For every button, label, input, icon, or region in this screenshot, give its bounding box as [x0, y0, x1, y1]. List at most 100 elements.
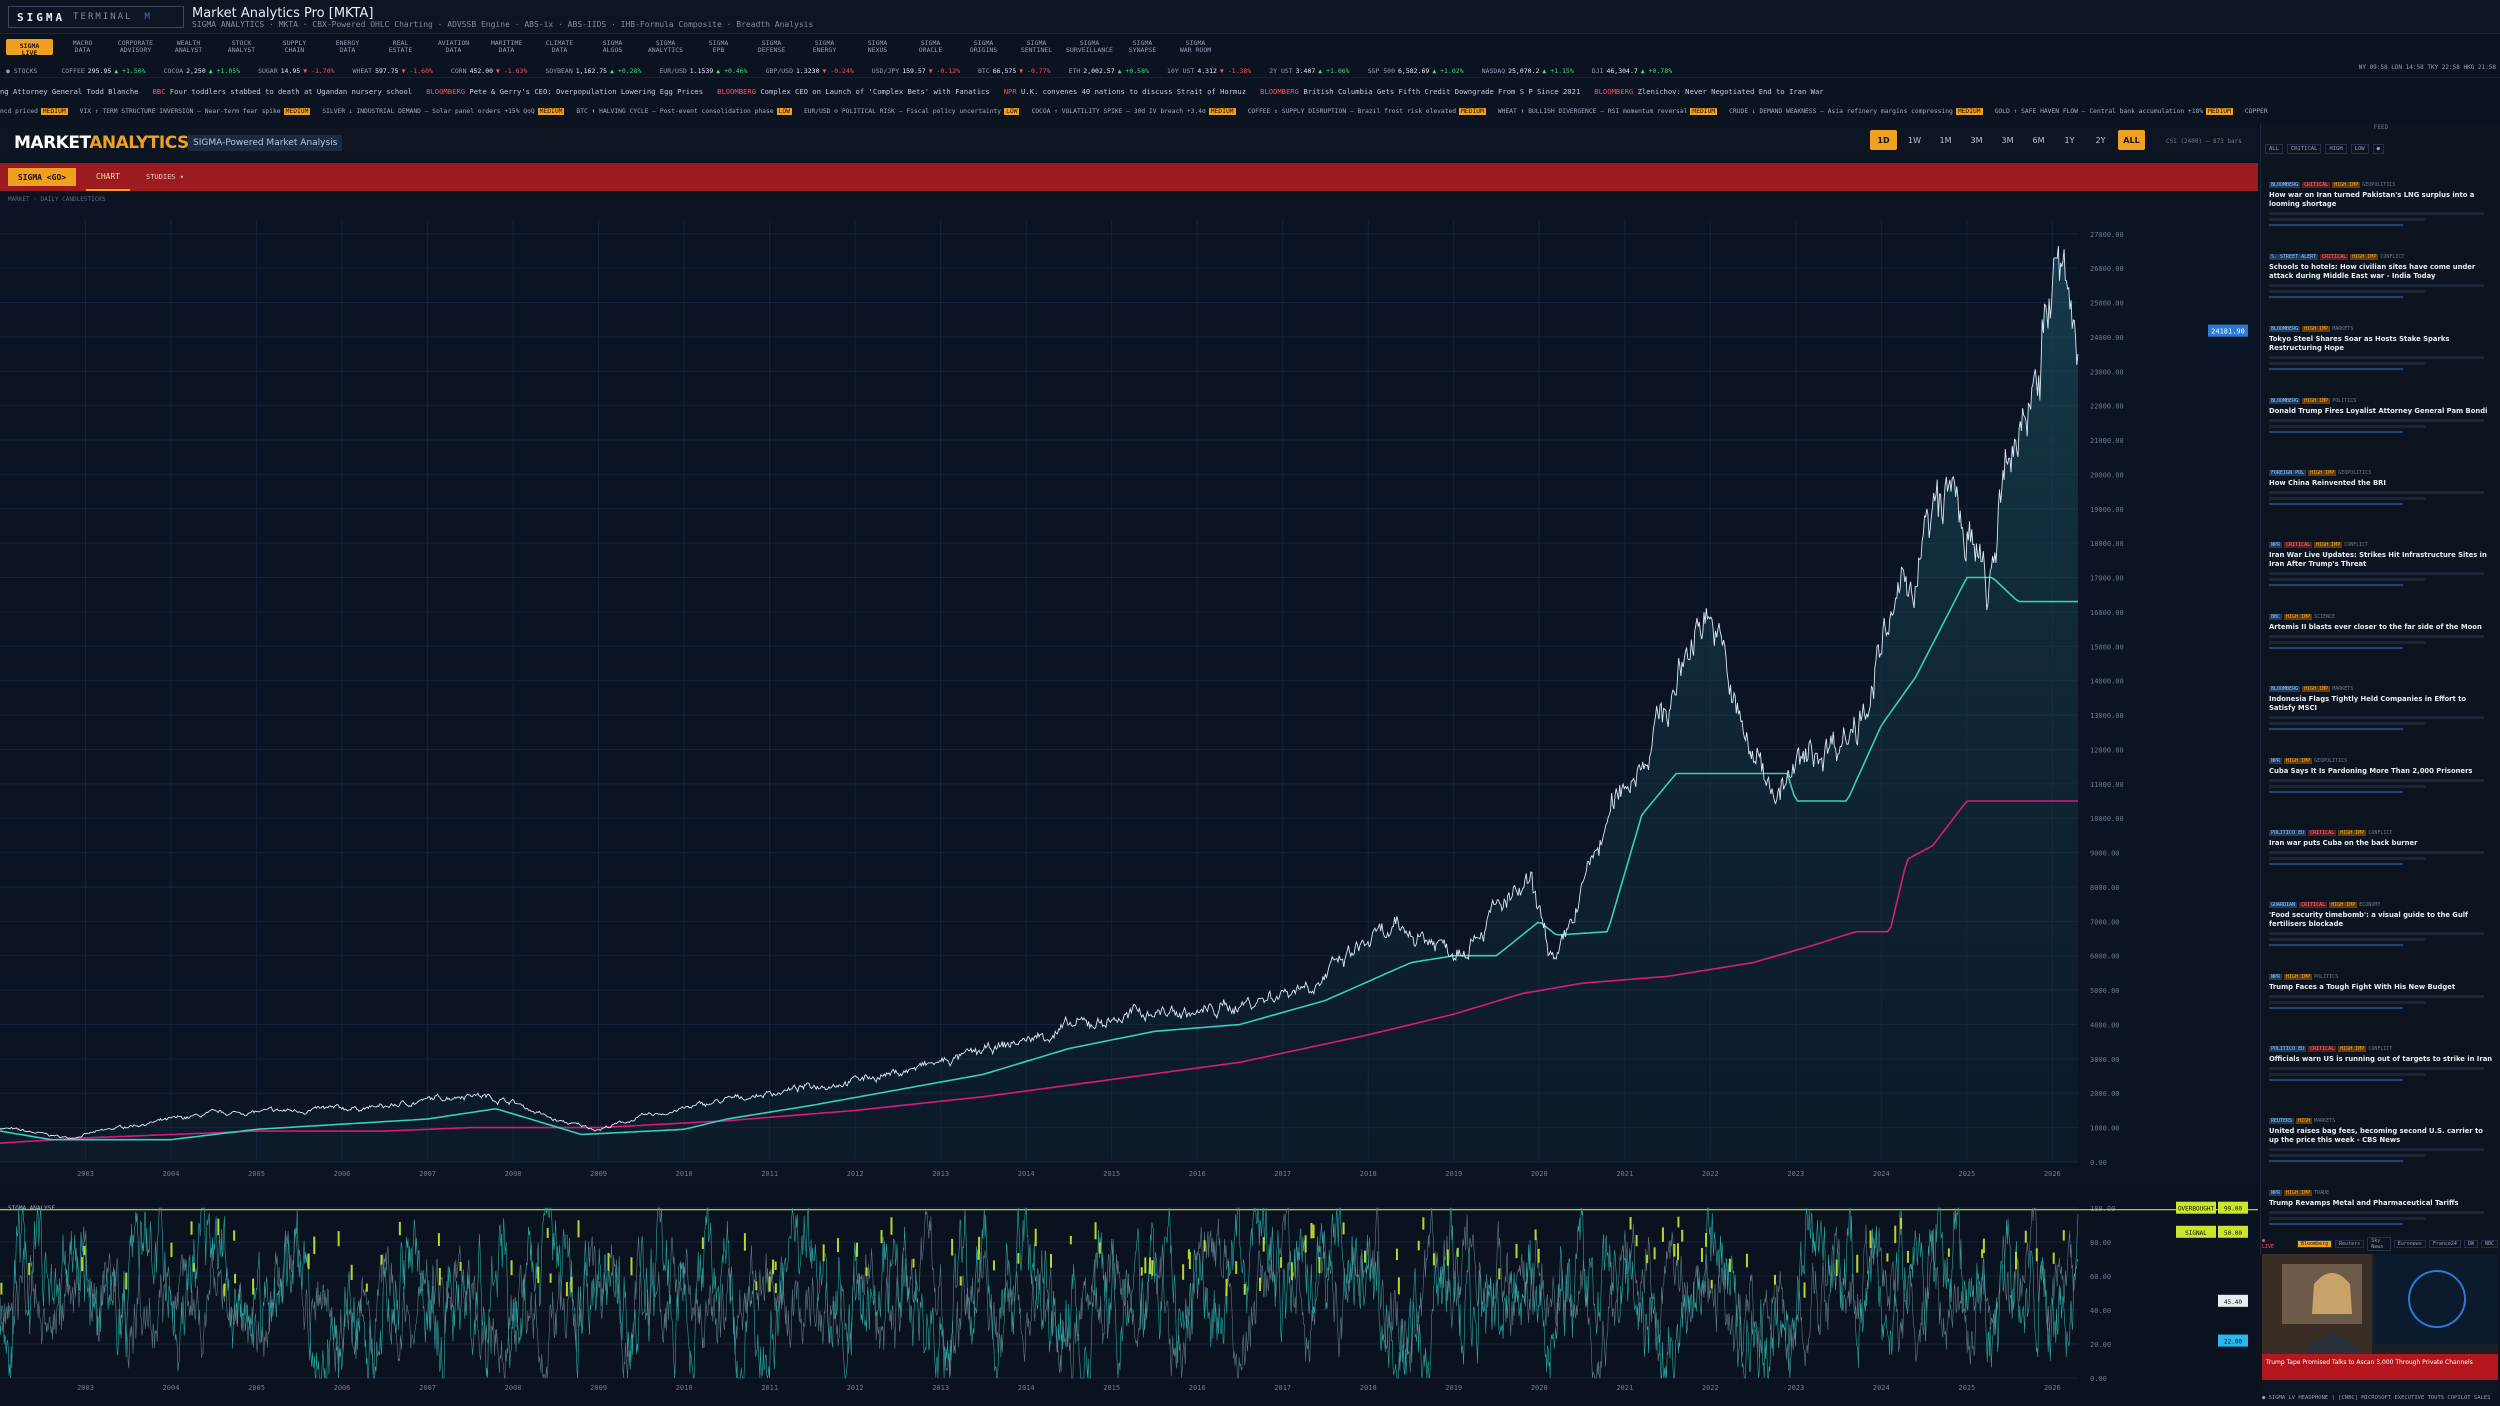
panel-filter[interactable]: ● [2372, 144, 2384, 154]
news-item[interactable]: BLOOMBERG Complex CEO on Launch of 'Comp… [717, 87, 990, 96]
news-item[interactable]: BLOOMBERG British Columbia Gets Fifth Cr… [1260, 87, 1580, 96]
card-link[interactable] [2269, 791, 2404, 793]
card-headline[interactable]: United raises bag fees, becoming second … [2269, 1127, 2483, 1144]
nav-item[interactable]: WEALTH ANALYST [174, 39, 203, 54]
news-item[interactable]: BBC Four toddlers stabbed to death at Ug… [152, 87, 412, 96]
card-link[interactable] [2269, 1160, 2404, 1162]
nav-item[interactable]: STOCK ANALYST [227, 39, 256, 54]
card-link[interactable] [2269, 584, 2404, 586]
video-channel-tab[interactable]: Sky News [2367, 1237, 2391, 1251]
nav-item[interactable]: MACRO DATA [72, 39, 93, 54]
signal-item[interactable]: COFFEE ↕ SUPPLY DISRUPTION — Brazil fros… [1248, 108, 1486, 115]
news-card[interactable]: REUTERS HIGH MARKETS United raises bag fees… [2261, 1118, 2500, 1162]
nav-item[interactable]: SIGMA SURVEILLANCE [1066, 39, 1113, 54]
sigma-logo[interactable]: SIGMA TERMINAL M [8, 6, 184, 28]
news-card[interactable]: BLOOMBERG HIGH IMP MARKETS Indonesia Flags … [2261, 686, 2500, 730]
card-link[interactable] [2269, 431, 2404, 433]
ticker-item[interactable]: 2Y UST 3.407 ▲ +1.06% [1269, 67, 1349, 75]
news-card[interactable]: FOREIGN POL HIGH IMP GEOPOLITICS How China … [2261, 470, 2500, 505]
panel-filter[interactable]: ALL [2265, 144, 2283, 154]
news-card[interactable]: NPR HIGH IMP TRADE Trump Revamps Metal and … [2261, 1190, 2500, 1225]
nav-item[interactable]: SIGMA SENTINEL [1020, 39, 1053, 54]
video-channel-tab[interactable]: Reuters [2335, 1240, 2365, 1248]
news-card[interactable]: BLOOMBERG HIGH IMP POLITICS Donald Trump Fi… [2261, 398, 2500, 433]
ticker-item[interactable]: CORN 452.00 ▼ -1.63% [451, 67, 527, 75]
video-channel-tab[interactable]: Bloomberg [2297, 1240, 2333, 1248]
nav-item[interactable]: SIGMA SYNAPSE [1128, 39, 1157, 54]
card-headline[interactable]: Schools to hotels: How civilian sites ha… [2269, 263, 2476, 280]
video-channel-tab[interactable]: NBC [2480, 1240, 2498, 1248]
card-link[interactable] [2269, 728, 2404, 730]
nav-item[interactable]: CORPORATE ADVISORY [117, 39, 154, 54]
news-card[interactable]: NPR HIGH IMP POLITICS Trump Faces a Tough F… [2261, 974, 2500, 1009]
range-button[interactable]: 2Y [2095, 135, 2106, 145]
signal-item[interactable]: SILVER ↓ INDUSTRIAL DEMAND — Solar panel… [322, 108, 565, 115]
studies-dropdown[interactable]: STUDIES ▾ [146, 173, 184, 181]
nav-item[interactable]: SIGMA ORACLE [918, 39, 943, 54]
news-card[interactable]: POLITICO EU CRITICAL HIGH IMP CONFLICT Offic… [2261, 1046, 2500, 1081]
tab-chart[interactable]: CHART [86, 163, 131, 191]
card-headline[interactable]: Indonesia Flags Tightly Held Companies i… [2269, 695, 2467, 712]
nav-item[interactable]: REAL ESTATE [388, 39, 413, 54]
news-card[interactable]: POLITICO EU CRITICAL HIGH IMP CONFLICT Iran … [2261, 830, 2500, 865]
news-item[interactable]: BLOOMBERG Pete & Gerry's CEO: Overpopula… [426, 87, 703, 96]
card-link[interactable] [2269, 224, 2404, 226]
ticker-item[interactable]: COFFEE 295.95 ▲ +1.50% [61, 67, 145, 75]
news-card[interactable]: GUARDIAN CRITICAL HIGH IMP ECONOMY 'Food sec… [2261, 902, 2500, 946]
card-headline[interactable]: Donald Trump Fires Loyalist Attorney Gen… [2269, 407, 2488, 415]
news-card[interactable]: S. STREET ALERT CRITICAL HIGH IMP CONFLICT S… [2261, 254, 2500, 298]
card-link[interactable] [2269, 1007, 2404, 1009]
signal-item[interactable]: COCOA ↑ VOLATILITY SPIKE — 30d IV breach… [1031, 108, 1236, 115]
ticker-item[interactable]: ● STOCKS [6, 67, 43, 75]
ticker-item[interactable]: WHEAT 597.75 ▼ -1.60% [353, 67, 433, 75]
nav-item[interactable]: SIGMA ENERGY [812, 39, 837, 54]
nav-item[interactable]: SIGMA LIVE [6, 39, 53, 57]
nav-item[interactable]: AVIATION DATA [437, 39, 470, 54]
card-headline[interactable]: Iran war puts Cuba on the back burner [2269, 839, 2418, 847]
card-link[interactable] [2269, 647, 2404, 649]
video-channel-tab[interactable]: Euronews [2393, 1240, 2426, 1248]
nav-item[interactable]: CLIMATE DATA [545, 39, 574, 54]
card-headline[interactable]: Trump Faces a Tough Fight With His New B… [2269, 983, 2456, 991]
oscillator-chart[interactable]: 0.00 20.00 40.00 60.00 80.00 100.00 OVERBOUGHT… [0, 1198, 2258, 1394]
card-headline[interactable]: 'Food security timebomb': a visual guide… [2269, 911, 2468, 928]
range-button[interactable]: 3M [1970, 135, 1983, 145]
card-headline[interactable]: Trump Revamps Metal and Pharmaceutical T… [2269, 1199, 2459, 1207]
card-link[interactable] [2269, 296, 2404, 298]
range-button[interactable]: 3M [2001, 135, 2014, 145]
card-headline[interactable]: How China Reinvented the BRI [2269, 479, 2386, 487]
nav-item[interactable]: MARITIME DATA [490, 39, 523, 54]
news-card[interactable]: NPR CRITICAL HIGH IMP CONFLICT Iran War Live… [2261, 542, 2500, 586]
card-link[interactable] [2269, 1079, 2404, 1081]
range-button[interactable]: 1M [1939, 135, 1952, 145]
range-button[interactable]: 1W [1908, 135, 1921, 145]
range-button[interactable]: 1Y [2064, 135, 2075, 145]
live-video[interactable]: Trump Tape Promised Talks to Ascan 3,000… [2262, 1254, 2498, 1394]
range-button[interactable]: 6M [2032, 135, 2045, 145]
range-button[interactable]: 1D [1870, 130, 1897, 150]
nav-item[interactable]: SIGMA ORIGINS [969, 39, 998, 54]
nav-item[interactable]: ENERGY DATA [335, 39, 360, 54]
card-link[interactable] [2269, 863, 2404, 865]
card-headline[interactable]: Iran War Live Updates: Strikes Hit Infra… [2269, 551, 2487, 568]
ticker-item[interactable]: BTC 66,575 ▼ -0.77% [978, 67, 1051, 75]
ticker-item[interactable]: NASDAQ 25,070.2 ▲ +1.15% [1482, 67, 1574, 75]
news-card[interactable]: BBC HIGH IMP SCIENCE Artemis II blasts ever… [2261, 614, 2500, 649]
nav-item[interactable]: SIGMA WAR ROOM [1179, 39, 1212, 54]
card-link[interactable] [2269, 368, 2404, 370]
signal-item[interactable]: WHEAT ⬆ BULLISH DIVERGENCE — RSI momentu… [1498, 108, 1718, 115]
nav-item[interactable]: SIGMA ANALYTICS [647, 39, 684, 54]
card-link[interactable] [2269, 1223, 2404, 1225]
ticker-item[interactable]: S&P 500 6,582.69 ▲ +1.02% [1368, 67, 1464, 75]
signal-item[interactable]: BTC ⬆ HALVING CYCLE — Post-event consoli… [576, 108, 792, 115]
card-headline[interactable]: Officials warn US is running out of targ… [2269, 1055, 2493, 1063]
ticker-item[interactable]: GBP/USD 1.3230 ▼ -0.24% [766, 67, 854, 75]
news-card[interactable]: BLOOMBERG HIGH IMP MARKETS Tokyo Steel Shar… [2261, 326, 2500, 370]
ticker-item[interactable]: ETH 2,002.57 ▲ +0.58% [1069, 67, 1149, 75]
signal-item[interactable]: VIX ↑ TERM STRUCTURE INVERSION — Near-te… [80, 108, 311, 115]
nav-item[interactable]: SIGMA ALGOS [602, 39, 623, 54]
video-channel-tab[interactable]: France24 [2428, 1240, 2461, 1248]
panel-filter[interactable]: LOW [2350, 144, 2369, 154]
video-channel-tab[interactable]: DW [2463, 1240, 2478, 1248]
card-link[interactable] [2269, 944, 2404, 946]
